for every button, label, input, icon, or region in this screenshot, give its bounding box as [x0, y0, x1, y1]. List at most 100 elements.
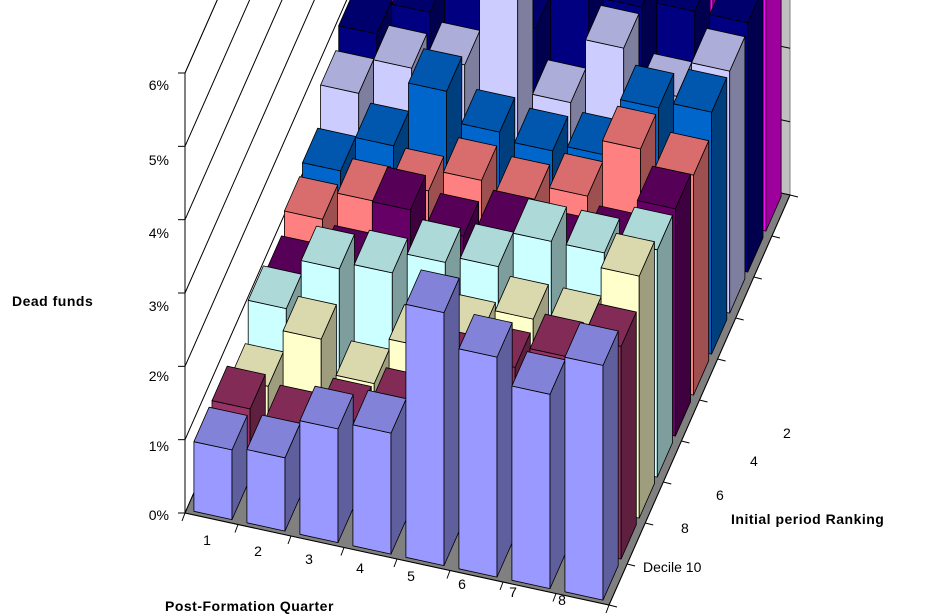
bar-side-face — [602, 330, 619, 601]
y-tick-label: 5% — [149, 152, 169, 168]
x-tick-label: 2 — [254, 543, 262, 559]
bar-front-face — [405, 303, 445, 566]
depth-tick-label: 6 — [716, 487, 724, 503]
x-tick-label: 7 — [509, 584, 517, 600]
bar-top-face — [442, 137, 498, 181]
bar-top-face — [494, 275, 549, 320]
depth-tick-label: Decile 10 — [643, 559, 702, 575]
bar-side-face — [443, 277, 460, 566]
bar-top-face — [607, 0, 646, 8]
bar-top-face — [283, 176, 339, 220]
y-tick-label: 4% — [149, 225, 169, 241]
y-tick-label: 6% — [149, 77, 169, 93]
bar-top-face — [391, 0, 436, 13]
y-tick-label: 0% — [149, 507, 169, 523]
bar-top-face — [300, 225, 355, 270]
bar-side-face — [638, 241, 655, 519]
bar-top-face — [338, 0, 393, 35]
depth-tick-label: 4 — [750, 453, 758, 469]
gridline — [184, 0, 251, 147]
gridline — [184, 0, 315, 294]
bar-top-face — [408, 48, 463, 92]
bar-side-face — [729, 36, 746, 314]
bar-front-face — [193, 441, 233, 520]
depth-tick-mark — [681, 440, 690, 444]
x-tick-label: 1 — [203, 532, 211, 548]
x-tick-mark — [446, 570, 451, 579]
bar-top-face — [709, 0, 759, 24]
bar-top-face — [585, 5, 640, 49]
x-tick-mark — [287, 535, 292, 545]
x-axis-title: Post-Formation Quarter — [165, 598, 334, 614]
x-tick-label: 8 — [558, 592, 566, 608]
bar-top-face — [282, 295, 337, 340]
bar-front-face — [352, 424, 392, 555]
bar-front-face — [299, 420, 339, 543]
x-tick-mark — [552, 593, 557, 602]
bar-side-face — [549, 359, 566, 589]
chart-axes — [178, 72, 799, 614]
depth-tick-mark — [645, 522, 654, 526]
x-tick-mark — [340, 547, 345, 556]
bar-side-face — [747, 0, 764, 273]
bar-top-face — [636, 165, 691, 210]
depth-tick-mark — [753, 276, 762, 280]
bar-front-face — [246, 449, 286, 532]
y-axis-tick-labels: 0% 1% 2% 3% 4% 5% 6% — [149, 77, 169, 523]
bar-front-face — [511, 385, 551, 589]
bar-top-face — [353, 229, 408, 274]
depth-tick-mark — [717, 358, 726, 362]
x-tick-label: 5 — [407, 568, 415, 584]
depth-axis-tick-labels: Decile 10 8 6 4 2 — [643, 425, 791, 575]
bar-top-face — [193, 406, 248, 451]
bar-top-face — [461, 89, 516, 133]
x-tick-mark — [605, 604, 610, 614]
depth-tick-mark — [771, 235, 781, 239]
x-tick-label: 3 — [305, 551, 313, 567]
bar-side-face — [765, 0, 782, 232]
bar-top-face — [673, 69, 728, 113]
depth-tick-mark — [735, 317, 744, 321]
bar-side-face — [496, 322, 513, 578]
bar-top-face — [299, 385, 354, 430]
bar-side-face — [693, 140, 710, 396]
bar-top-face — [514, 107, 569, 152]
bar-top-face — [371, 166, 427, 211]
depth-tick-mark — [608, 604, 618, 608]
chart-bars — [193, 0, 782, 601]
depth-tick-mark — [789, 194, 799, 198]
bar-top-face — [656, 0, 701, 12]
bar-top-face — [602, 105, 657, 150]
x-axis-tick-labels: 1 2 3 4 5 6 7 8 — [203, 532, 566, 608]
bar-top-face — [564, 322, 619, 366]
bar-side-face — [620, 311, 637, 560]
bar-top-face — [691, 27, 746, 72]
bar-side-face — [711, 77, 728, 355]
bar-top-face — [512, 198, 567, 242]
depth-tick-mark — [663, 481, 672, 485]
bar-top-face — [600, 232, 655, 277]
bar-top-face — [620, 64, 675, 109]
x-tick-label: 6 — [458, 576, 466, 592]
x-tick-mark — [234, 524, 239, 533]
bar-top-face — [565, 209, 620, 254]
depth-tick-mark — [699, 399, 708, 403]
bar-side-face — [656, 214, 673, 478]
bar-front-face — [564, 356, 604, 601]
x-tick-mark — [181, 512, 186, 522]
bar-front-face — [458, 348, 498, 578]
x-tick-mark — [393, 558, 398, 568]
bar-top-face — [211, 365, 266, 410]
depth-tick-mark — [626, 563, 636, 567]
bar-side-face — [675, 173, 691, 437]
y-tick-label: 1% — [149, 438, 169, 454]
y-axis-title: Dead funds — [12, 293, 93, 309]
bar-top-face — [406, 219, 461, 263]
depth-axis-title: Initial period Ranking — [731, 511, 884, 527]
y-tick-label: 3% — [149, 298, 169, 314]
depth-tick-label: 8 — [681, 520, 689, 536]
x-tick-label: 4 — [356, 560, 364, 576]
bar-top-face — [458, 313, 513, 358]
bar-top-face — [373, 24, 428, 69]
